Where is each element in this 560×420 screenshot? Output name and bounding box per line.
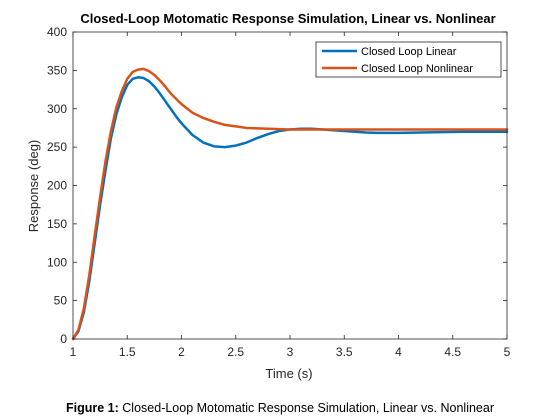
plot-area: [73, 32, 507, 339]
x-tick-label: 2: [178, 345, 185, 359]
axes-layer: 1 1.5 2 2.5 3 3.5 4 4.5 505010015020025030035040…: [47, 25, 511, 359]
y-tick-label: 400: [47, 25, 67, 39]
y-tick-label: 350: [47, 63, 67, 77]
y-tick-label: 0: [60, 332, 67, 346]
legend-label-nonlinear: Closed Loop Nonlinear: [361, 63, 473, 75]
legend-box: [315, 41, 502, 78]
y-tick-label: 300: [47, 102, 67, 116]
series-line-linear: [71, 76, 509, 341]
x-axis-label: Time (s): [265, 366, 312, 381]
x-tick-label: 2.5: [227, 345, 244, 359]
y-tick-label: 100: [47, 255, 67, 269]
y-tick-label: 150: [47, 217, 67, 231]
x-tick-label: 4: [395, 345, 402, 359]
x-tick-label: 1.5: [119, 345, 136, 359]
x-tick-label: 3: [287, 345, 294, 359]
x-tick-label: 5: [504, 345, 511, 359]
x-tick-label: 1: [70, 345, 77, 359]
x-tick-label: 4.5: [444, 345, 461, 359]
legend: Closed Loop Linear Closed Loop Nonlinear: [315, 41, 502, 78]
chart-title: Closed-Loop Motomatic Response Simulatio…: [80, 11, 495, 26]
series-layer: [71, 67, 509, 341]
series-line-nonlinear: [71, 67, 509, 341]
caption-text: Closed-Loop Motomatic Response Simulatio…: [122, 401, 494, 415]
caption-label: Figure 1:: [66, 401, 119, 415]
y-tick-label: 200: [47, 179, 67, 193]
y-axis-label: Response (deg): [26, 140, 41, 233]
y-tick-label: 250: [47, 140, 67, 154]
x-tick-label: 3.5: [336, 345, 353, 359]
figure-caption: Figure 1: Closed-Loop Motomatic Response…: [0, 401, 560, 415]
chart-figure: Closed-Loop Motomatic Response Simulatio…: [26, 11, 511, 381]
legend-label-linear: Closed Loop Linear: [361, 46, 457, 58]
y-tick-label: 50: [54, 294, 68, 308]
